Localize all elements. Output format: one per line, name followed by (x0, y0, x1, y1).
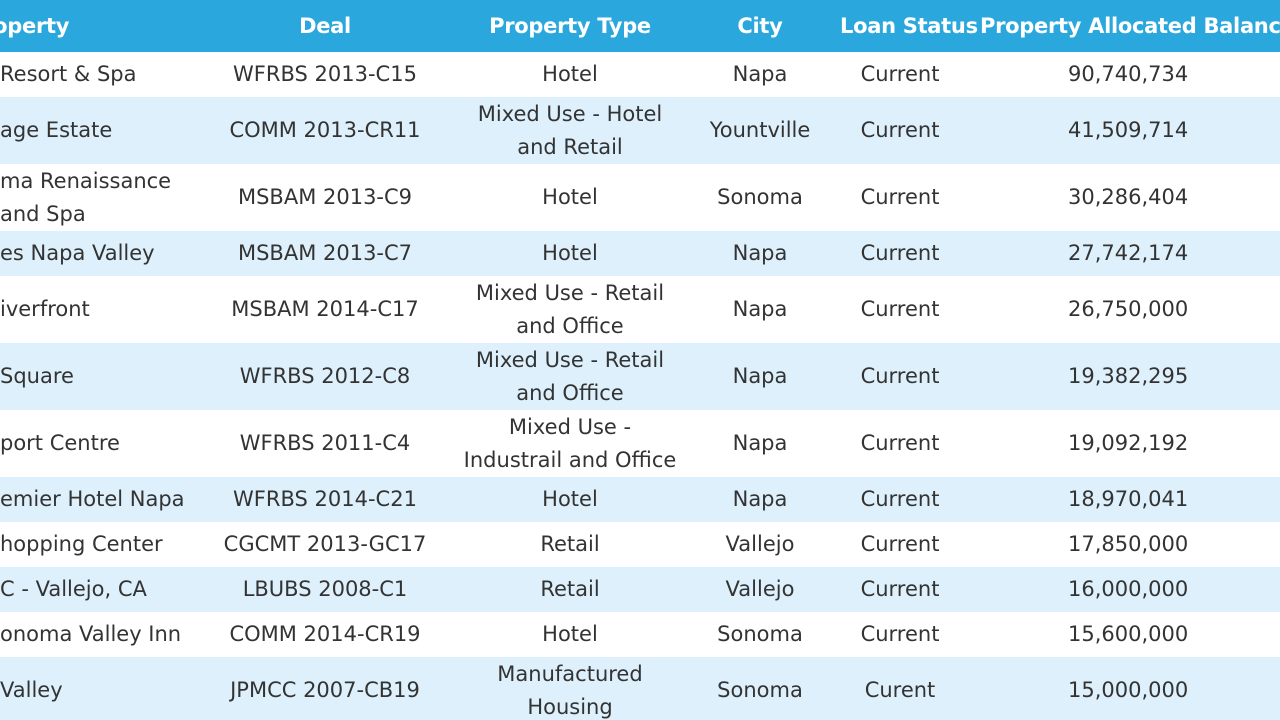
cell-type: Mixed Use - Retail and Office (460, 343, 680, 410)
cell-property: port Centre (0, 410, 190, 477)
cell-property: Valley (0, 657, 190, 720)
cell-deal: WFRBS 2013-C15 (190, 52, 460, 97)
table-row: ma Renaissance and Spa MSBAM 2013-C9 Hot… (0, 164, 1280, 231)
cell-property: emier Hotel Napa (0, 477, 190, 522)
cell-status: Current (840, 97, 960, 164)
cell-city: Vallejo (680, 567, 840, 612)
cell-deal: LBUBS 2008-C1 (190, 567, 460, 612)
cell-balance: 19,382,295 (960, 343, 1280, 410)
cell-type: Mixed Use - Hotel and Retail (460, 97, 680, 164)
cell-balance: 16,000,000 (960, 567, 1280, 612)
table-row: Square WFRBS 2012-C8 Mixed Use - Retail … (0, 343, 1280, 410)
cell-property: hopping Center (0, 522, 190, 567)
cell-property: es Napa Valley (0, 231, 190, 276)
cell-status: Current (840, 231, 960, 276)
cell-deal: MSBAM 2014-C17 (190, 276, 460, 343)
cell-balance: 27,742,174 (960, 231, 1280, 276)
cell-city: Napa (680, 410, 840, 477)
cell-type: Hotel (460, 164, 680, 231)
cell-type: Mixed Use - Industrail and Office (460, 410, 680, 477)
cell-city: Yountville (680, 97, 840, 164)
cell-balance: 15,000,000 (960, 657, 1280, 720)
cell-deal: COMM 2013-CR11 (190, 97, 460, 164)
table-row: emier Hotel Napa WFRBS 2014-C21 Hotel Na… (0, 477, 1280, 522)
cell-type: Hotel (460, 52, 680, 97)
cell-city: Vallejo (680, 522, 840, 567)
cell-property: Resort & Spa (0, 52, 190, 97)
cell-deal: MSBAM 2013-C7 (190, 231, 460, 276)
cell-type: Manufactured Housing (460, 657, 680, 720)
table-row: hopping Center CGCMT 2013-GC17 Retail Va… (0, 522, 1280, 567)
table-row: port Centre WFRBS 2011-C4 Mixed Use - In… (0, 410, 1280, 477)
cell-deal: WFRBS 2012-C8 (190, 343, 460, 410)
cell-city: Napa (680, 52, 840, 97)
cell-city: Sonoma (680, 657, 840, 720)
cell-deal: COMM 2014-CR19 (190, 612, 460, 657)
table-row: es Napa Valley MSBAM 2013-C7 Hotel Napa … (0, 231, 1280, 276)
header-property-type: Property Type (460, 0, 680, 52)
cell-city: Sonoma (680, 164, 840, 231)
cell-city: Napa (680, 477, 840, 522)
cell-property: ma Renaissance and Spa (0, 164, 190, 231)
table-row: Valley JPMCC 2007-CB19 Manufactured Hous… (0, 657, 1280, 720)
cell-type: Hotel (460, 231, 680, 276)
cell-property: Square (0, 343, 190, 410)
header-balance: Property Allocated Balance (960, 0, 1280, 52)
cell-status: Current (840, 612, 960, 657)
cell-balance: 18,970,041 (960, 477, 1280, 522)
cell-status: Current (840, 276, 960, 343)
cell-deal: WFRBS 2014-C21 (190, 477, 460, 522)
header-deal: Deal (190, 0, 460, 52)
header-property: Property (0, 0, 190, 52)
table-row: C - Vallejo, CA LBUBS 2008-C1 Retail Val… (0, 567, 1280, 612)
table-row: age Estate COMM 2013-CR11 Mixed Use - Ho… (0, 97, 1280, 164)
cell-deal: MSBAM 2013-C9 (190, 164, 460, 231)
cell-type: Retail (460, 567, 680, 612)
cell-status: Current (840, 52, 960, 97)
cell-status: Current (840, 343, 960, 410)
cell-balance: 41,509,714 (960, 97, 1280, 164)
cell-balance: 19,092,192 (960, 410, 1280, 477)
cell-balance: 15,600,000 (960, 612, 1280, 657)
cell-property: C - Vallejo, CA (0, 567, 190, 612)
cell-status: Current (840, 477, 960, 522)
table-row: onoma Valley Inn COMM 2014-CR19 Hotel So… (0, 612, 1280, 657)
cell-deal: WFRBS 2011-C4 (190, 410, 460, 477)
cell-status: Current (840, 522, 960, 567)
cell-city: Napa (680, 276, 840, 343)
cell-balance: 90,740,734 (960, 52, 1280, 97)
cell-city: Sonoma (680, 612, 840, 657)
cell-property: iverfront (0, 276, 190, 343)
table-row: iverfront MSBAM 2014-C17 Mixed Use - Ret… (0, 276, 1280, 343)
cell-status: Current (840, 410, 960, 477)
cell-deal: JPMCC 2007-CB19 (190, 657, 460, 720)
cell-city: Napa (680, 343, 840, 410)
table-row: Resort & Spa WFRBS 2013-C15 Hotel Napa C… (0, 52, 1280, 97)
cell-property: onoma Valley Inn (0, 612, 190, 657)
cell-type: Mixed Use - Retail and Office (460, 276, 680, 343)
cell-deal: CGCMT 2013-GC17 (190, 522, 460, 567)
header-city: City (680, 0, 840, 52)
cell-property: age Estate (0, 97, 190, 164)
cell-status: Current (840, 567, 960, 612)
cell-balance: 17,850,000 (960, 522, 1280, 567)
cell-type: Retail (460, 522, 680, 567)
header-loan-status: Loan Status (840, 0, 978, 52)
cell-balance: 30,286,404 (960, 164, 1280, 231)
cell-status: Curent (840, 657, 960, 720)
cell-balance: 26,750,000 (960, 276, 1280, 343)
cell-status: Current (840, 164, 960, 231)
cell-type: Hotel (460, 477, 680, 522)
cell-type: Hotel (460, 612, 680, 657)
cell-city: Napa (680, 231, 840, 276)
table-header-row: Property Deal Property Type City Loan St… (0, 0, 1280, 52)
